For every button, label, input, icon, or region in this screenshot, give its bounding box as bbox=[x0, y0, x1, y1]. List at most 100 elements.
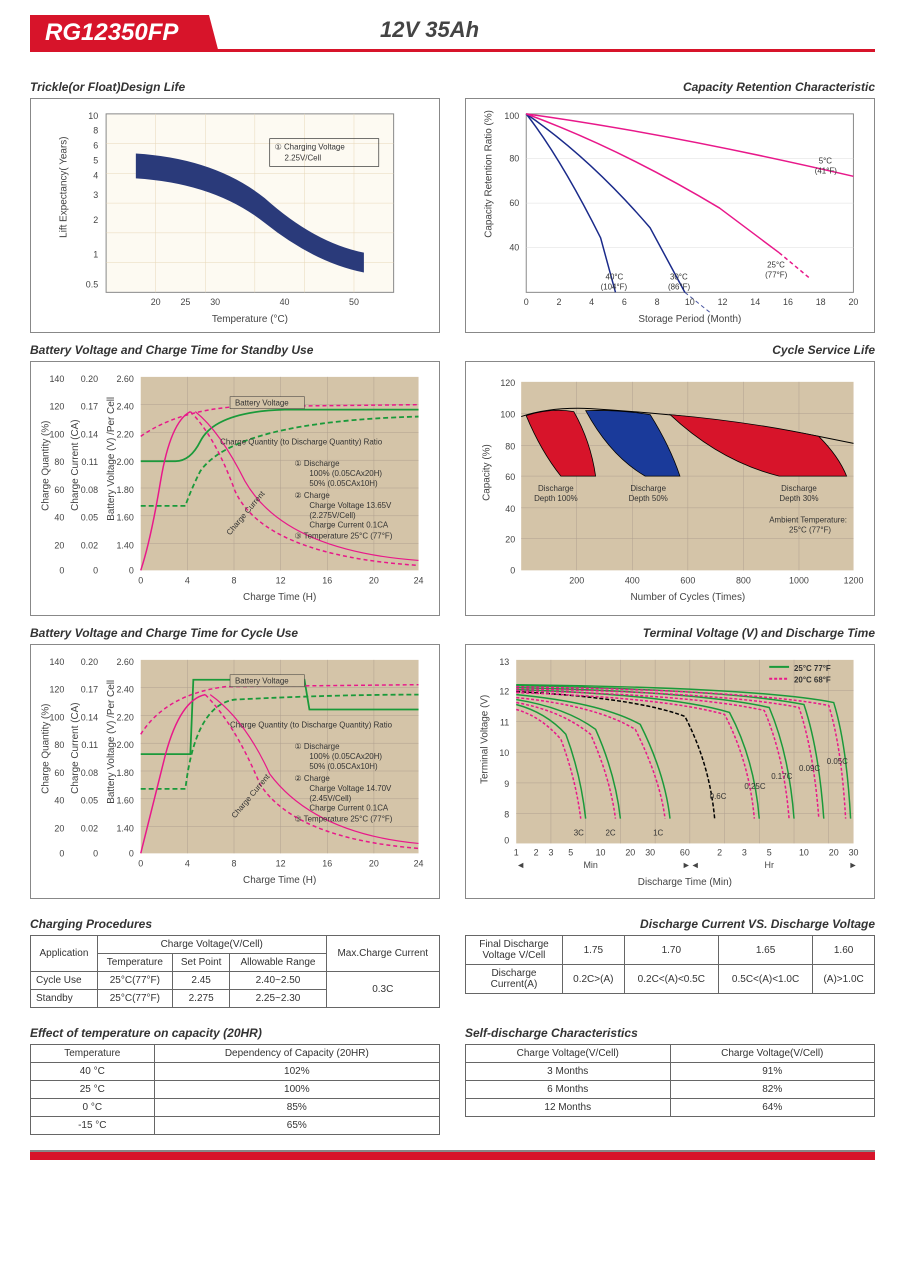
svg-text:2: 2 bbox=[534, 847, 539, 857]
svg-text:1.40: 1.40 bbox=[116, 824, 133, 834]
svg-text:16: 16 bbox=[322, 575, 332, 585]
svg-text:0.17: 0.17 bbox=[81, 685, 98, 695]
svg-text:3: 3 bbox=[742, 847, 747, 857]
svg-text:16: 16 bbox=[322, 858, 332, 868]
svg-text:Capacity (%): Capacity (%) bbox=[481, 444, 492, 501]
svg-text:400: 400 bbox=[625, 575, 640, 585]
svg-text:Number of Cycles (Times): Number of Cycles (Times) bbox=[631, 592, 746, 603]
svg-text:20: 20 bbox=[829, 847, 839, 857]
svg-text:Discharge: Discharge bbox=[781, 484, 817, 493]
svg-text:0: 0 bbox=[93, 848, 98, 858]
svg-text:50% (0.05CAx10H): 50% (0.05CAx10H) bbox=[309, 762, 378, 771]
svg-text:40: 40 bbox=[54, 796, 64, 806]
svg-text:0.11: 0.11 bbox=[81, 457, 98, 467]
svg-text:20: 20 bbox=[151, 297, 161, 307]
header: RG12350FP 12V 35Ah bbox=[30, 15, 875, 65]
svg-text:8: 8 bbox=[504, 810, 509, 820]
svg-text:11: 11 bbox=[500, 717, 509, 727]
svg-text:8: 8 bbox=[232, 858, 237, 868]
svg-text:0.11: 0.11 bbox=[81, 740, 98, 750]
discharge-table: Final Discharge Voltage V/Cell 1.75 1.70… bbox=[465, 935, 875, 994]
svg-text:10: 10 bbox=[499, 748, 509, 758]
svg-text:4: 4 bbox=[93, 170, 98, 180]
svg-text:Battery Voltage (V) /Per Cell: Battery Voltage (V) /Per Cell bbox=[106, 397, 117, 521]
svg-text:0.05C: 0.05C bbox=[827, 757, 848, 766]
svg-text:1000: 1000 bbox=[789, 575, 809, 585]
svg-text:14: 14 bbox=[750, 297, 760, 307]
svg-text:0: 0 bbox=[93, 565, 98, 575]
svg-text:(86°F): (86°F) bbox=[668, 282, 690, 291]
svg-text:1200: 1200 bbox=[844, 575, 864, 585]
svg-text:1C: 1C bbox=[653, 828, 663, 837]
svg-text:30: 30 bbox=[210, 297, 220, 307]
svg-text:Charge Quantity (%): Charge Quantity (%) bbox=[40, 421, 51, 511]
svg-text:0.5: 0.5 bbox=[86, 279, 98, 289]
svg-text:80: 80 bbox=[505, 441, 515, 451]
svg-text:140: 140 bbox=[49, 657, 64, 667]
svg-text:2.25V/Cell: 2.25V/Cell bbox=[285, 153, 322, 162]
svg-text:Charge Quantity (to Discharge: Charge Quantity (to Discharge Quantity) … bbox=[220, 437, 383, 446]
svg-text:0.08: 0.08 bbox=[81, 485, 98, 495]
svg-text:0.08: 0.08 bbox=[81, 768, 98, 778]
svg-text:0.17: 0.17 bbox=[81, 402, 98, 412]
svg-text:100% (0.05CAx20H): 100% (0.05CAx20H) bbox=[309, 752, 382, 761]
svg-text:5: 5 bbox=[568, 847, 573, 857]
svg-text:60: 60 bbox=[54, 768, 64, 778]
svg-text:50: 50 bbox=[349, 297, 359, 307]
svg-text:►: ► bbox=[849, 860, 858, 870]
svg-text:2.60: 2.60 bbox=[116, 374, 133, 384]
svg-text:8: 8 bbox=[93, 126, 98, 136]
svg-text:1.60: 1.60 bbox=[116, 513, 133, 523]
svg-text:9: 9 bbox=[504, 779, 509, 789]
svg-text:12: 12 bbox=[276, 575, 286, 585]
svg-text:Charge Time (H): Charge Time (H) bbox=[243, 592, 316, 603]
svg-text:20: 20 bbox=[625, 847, 635, 857]
charging-table-title: Charging Procedures bbox=[30, 917, 440, 931]
svg-text:12: 12 bbox=[276, 858, 286, 868]
svg-text:1.80: 1.80 bbox=[116, 485, 133, 495]
svg-text:20: 20 bbox=[848, 297, 858, 307]
svg-text:140: 140 bbox=[49, 374, 64, 384]
self-discharge-title: Self-discharge Characteristics bbox=[465, 1026, 875, 1040]
chart-retention-title: Capacity Retention Characteristic bbox=[465, 80, 875, 94]
svg-text:600: 600 bbox=[680, 575, 695, 585]
svg-text:(104°F): (104°F) bbox=[601, 282, 628, 291]
svg-text:Battery Voltage: Battery Voltage bbox=[235, 399, 289, 408]
svg-text:100: 100 bbox=[504, 111, 519, 121]
chart-cycle-use: Battery Voltage Charge Quantity (to Disc… bbox=[30, 644, 440, 899]
svg-text:0.09C: 0.09C bbox=[799, 764, 820, 773]
svg-text:0.02: 0.02 bbox=[81, 824, 98, 834]
svg-text:Storage Period (Month): Storage Period (Month) bbox=[638, 314, 741, 325]
temp-effect-table: TemperatureDependency of Capacity (20HR)… bbox=[30, 1044, 440, 1135]
svg-text:(2.45V/Cell): (2.45V/Cell) bbox=[309, 794, 351, 803]
svg-text:18: 18 bbox=[816, 297, 826, 307]
table-row: Cycle Use 25°C(77°F) 2.45 2.40~2.50 0.3C bbox=[31, 972, 440, 990]
svg-text:10: 10 bbox=[799, 847, 809, 857]
svg-text:60: 60 bbox=[680, 847, 690, 857]
svg-text:0.02: 0.02 bbox=[81, 541, 98, 551]
svg-text:30: 30 bbox=[849, 847, 859, 857]
svg-text:80: 80 bbox=[509, 153, 519, 163]
chart-terminal: 25°C 77°F 20°C 68°F bbox=[465, 644, 875, 899]
svg-text:4: 4 bbox=[185, 858, 190, 868]
svg-text:40: 40 bbox=[509, 243, 519, 253]
svg-text:Charge Voltage 13.65V: Charge Voltage 13.65V bbox=[309, 501, 392, 510]
svg-text:0: 0 bbox=[59, 565, 64, 575]
svg-text:Discharge: Discharge bbox=[538, 484, 574, 493]
svg-text:100% (0.05CAx20H): 100% (0.05CAx20H) bbox=[309, 469, 382, 478]
svg-text:20: 20 bbox=[505, 535, 515, 545]
datasheet-page: RG12350FP 12V 35Ah Trickle(or Float)Desi… bbox=[0, 0, 905, 1175]
svg-text:60: 60 bbox=[54, 485, 64, 495]
svg-text:Ambient Temperature:: Ambient Temperature: bbox=[769, 516, 847, 525]
svg-text:Battery Voltage: Battery Voltage bbox=[235, 677, 289, 686]
svg-text:10: 10 bbox=[88, 111, 98, 121]
svg-text:0: 0 bbox=[59, 848, 64, 858]
svg-text:2: 2 bbox=[717, 847, 722, 857]
svg-text:2: 2 bbox=[556, 297, 561, 307]
svg-text:30°C: 30°C bbox=[670, 272, 688, 281]
svg-text:0: 0 bbox=[138, 858, 143, 868]
svg-text:Lift Expectancy( Years): Lift Expectancy( Years) bbox=[58, 136, 69, 237]
svg-text:② Charge: ② Charge bbox=[295, 491, 331, 500]
svg-text:0.20: 0.20 bbox=[81, 657, 98, 667]
svg-text:0.20: 0.20 bbox=[81, 374, 98, 384]
